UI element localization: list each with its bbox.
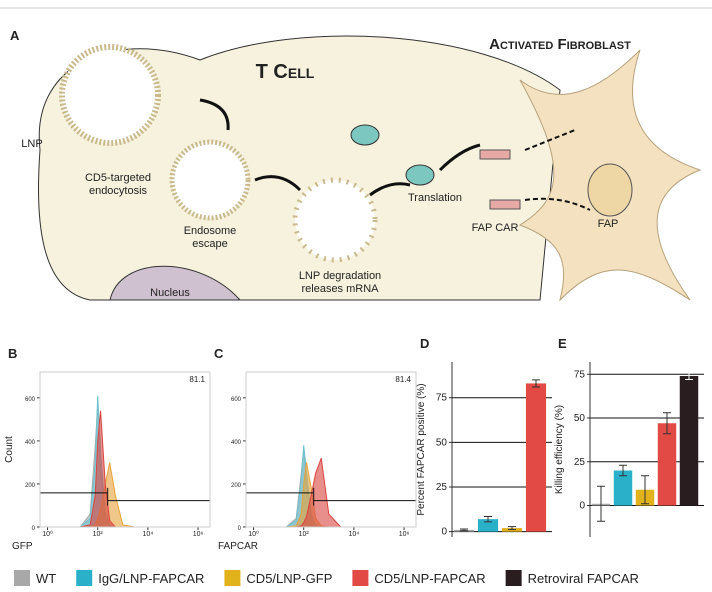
gate [246, 487, 416, 506]
degraded-lnp [292, 177, 378, 263]
y-tick-label: 0 [32, 526, 36, 532]
legend-label: IgG/LNP-FAPCAR [98, 571, 204, 586]
y-tick-label: 75 [436, 393, 448, 404]
y-tick-label: 0 [441, 527, 447, 538]
legend-label: WT [36, 571, 56, 586]
nucleus-label: Nucleus [150, 287, 190, 299]
x-tick-label: 10⁶ [193, 531, 204, 538]
lnp [59, 44, 161, 146]
x-tick-label: 10² [299, 531, 310, 538]
car-protein [479, 149, 511, 160]
fap-label: FAP [597, 218, 619, 230]
x-tick-label: 10⁰ [248, 530, 259, 538]
arrow [524, 129, 576, 151]
error-bar [663, 412, 671, 435]
fapcar-label: FAP CAR [471, 222, 519, 234]
error-bar [597, 485, 605, 522]
y-tick-label: 75 [574, 369, 586, 380]
y-axis-label: Killing efficiency (%) [554, 405, 565, 494]
error-bar [532, 379, 540, 388]
panel-letter: B [8, 346, 17, 361]
bar [657, 423, 677, 506]
x-tick-label: 10² [93, 531, 104, 538]
y-tick-label: 0 [238, 526, 242, 532]
error-bar [460, 528, 468, 532]
y-tick-label: 200 [25, 483, 36, 489]
endocytosis-label: CD5-targeted endocytosis [84, 172, 152, 197]
panel-letter: A [10, 28, 20, 43]
arrow [524, 197, 591, 211]
y-axis-label: Count [4, 436, 15, 463]
legend-swatch [352, 570, 369, 586]
error-bar [641, 475, 649, 505]
x-axis-label: GFP [12, 541, 33, 552]
y-tick-label: 200 [231, 483, 242, 489]
plot-frame [245, 371, 417, 528]
y-tick-label: 50 [436, 437, 448, 448]
arrow [254, 175, 302, 192]
error-bar [619, 464, 627, 477]
translation-label: Translation [407, 192, 462, 204]
lnp-label: LNP [21, 138, 43, 150]
x-tick-label: 10⁶ [399, 531, 410, 538]
arrow [438, 143, 481, 172]
panel-letter: E [558, 336, 567, 351]
error-bar [508, 526, 516, 530]
gate [40, 487, 210, 506]
y-tick-label: 400 [25, 440, 36, 446]
degradation-label: LNP degradation releases mRNA [298, 270, 382, 295]
histogram-curve [80, 410, 135, 528]
arrow [199, 98, 230, 131]
bar [525, 383, 547, 532]
legend-label: Retroviral FAPCAR [528, 571, 639, 586]
legend-swatch [224, 570, 241, 586]
legend-label: CD5/LNP-GFP [246, 571, 332, 586]
y-tick-label: 25 [436, 482, 448, 493]
panel-letter: D [420, 336, 429, 351]
error-bar [685, 372, 693, 380]
y-tick-label: 400 [231, 440, 242, 446]
nucleus [109, 265, 242, 301]
x-axis-label: FAPCAR [218, 541, 258, 552]
error-bar [484, 515, 492, 523]
gate-label: 81.4 [395, 375, 411, 384]
ribosome [405, 164, 435, 186]
legend-swatch [76, 570, 93, 586]
ribosome [350, 124, 380, 146]
y-tick-label: 600 [231, 397, 242, 403]
legend-swatch [505, 570, 522, 586]
y-tick-label: 25 [574, 457, 586, 468]
y-tick-label: 600 [25, 397, 36, 403]
endosome-label: Endosome escape [183, 225, 237, 250]
x-tick-label: 10⁴ [142, 531, 153, 538]
gate-label: 81.1 [189, 375, 205, 384]
x-tick-label: 10⁴ [348, 531, 359, 538]
bar [679, 376, 699, 506]
bar [477, 519, 499, 532]
fibroblast-label: Activated Fibroblast [489, 36, 631, 53]
panel-letter: C [214, 346, 224, 361]
fibroblast-nucleus [587, 163, 633, 217]
plot-frame [39, 371, 211, 528]
y-axis-label: Percent FAPCAR positive (%) [416, 383, 427, 515]
arrow [369, 182, 411, 197]
legend-label: CD5/LNP-FAPCAR [374, 571, 485, 586]
y-tick-label: 50 [574, 413, 586, 424]
endosome [169, 139, 251, 221]
car-protein [489, 199, 521, 210]
y-tick-label: 0 [579, 501, 585, 512]
legend-swatch [14, 570, 30, 586]
x-tick-label: 10⁰ [42, 530, 53, 538]
bar [613, 470, 633, 506]
cell-label: T Cell [255, 61, 315, 83]
